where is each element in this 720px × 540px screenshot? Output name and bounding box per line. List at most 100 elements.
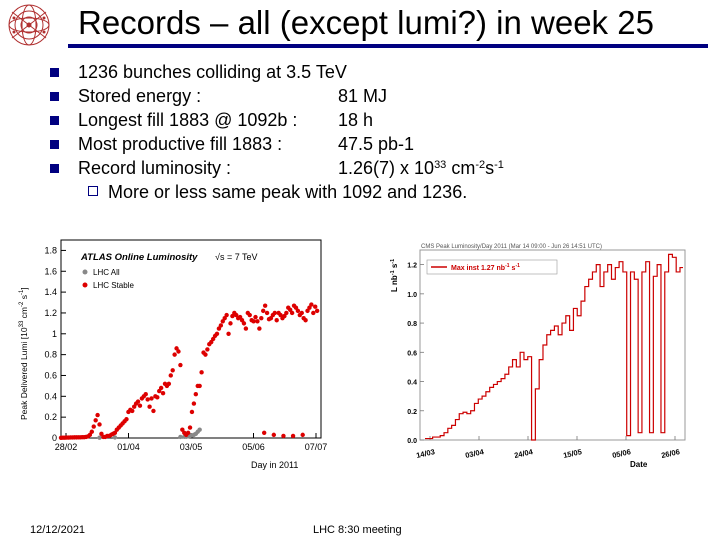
bullet-value: 18 h xyxy=(338,110,374,130)
data-point xyxy=(251,319,256,324)
data-point xyxy=(205,347,210,352)
square-bullet-icon xyxy=(50,140,59,149)
hollow-square-bullet-icon xyxy=(88,186,98,196)
y-tick-label: 1.2 xyxy=(407,263,417,270)
data-point xyxy=(130,408,135,414)
data-point xyxy=(271,432,277,438)
x-tick-label: 05/06 xyxy=(611,447,631,460)
data-point xyxy=(272,310,277,316)
x-tick-label: 03/05 xyxy=(180,442,203,452)
data-point xyxy=(124,417,129,422)
x-tick-label: 24/04 xyxy=(513,447,534,460)
y-axis-label-unit: s xyxy=(390,263,399,270)
bullet-value: 47.5 pb-1 xyxy=(338,134,415,154)
bullet-value: 81 MJ xyxy=(338,86,388,106)
bullet-text: Stored energy : xyxy=(78,86,202,106)
data-point xyxy=(112,435,118,440)
data-point xyxy=(178,362,183,368)
x-tick-label: 05/06 xyxy=(242,442,265,452)
legend-label-unit: s xyxy=(512,265,516,272)
data-point xyxy=(203,352,208,357)
square-bullet-icon xyxy=(50,164,59,173)
data-point xyxy=(91,424,96,429)
data-point xyxy=(214,331,220,336)
y-axis-label-unit2: s xyxy=(19,295,29,302)
record-value-unit2: s xyxy=(485,158,495,178)
data-point xyxy=(178,434,183,440)
cms-peak-lumi-chart: 0.0 0.2 0.4 0.6 0.8 1.0 1.2 14/03 03/04 24/04 15/… xyxy=(390,244,686,469)
data-point xyxy=(191,401,197,406)
title-underline xyxy=(68,44,708,48)
y-axis-label-exponent: 33 xyxy=(19,320,25,327)
y-axis-label-text: Peak Delivered Lumi [10 xyxy=(19,327,29,420)
data-point xyxy=(187,425,193,430)
data-point xyxy=(160,390,166,396)
data-point xyxy=(145,397,150,402)
sub-bullet-text: More or less same peak with 1092 and 123… xyxy=(108,182,468,202)
data-point xyxy=(172,352,177,357)
data-point xyxy=(158,385,164,391)
data-point xyxy=(311,310,316,316)
legend-marker-lhc-all xyxy=(82,269,88,275)
y-tick-label: 0.4 xyxy=(44,391,57,401)
x-axis-label: Date xyxy=(630,460,648,469)
bullet-text: Longest fill 1883 @ 1092b : xyxy=(78,110,298,130)
bullet-text: Most productive fill 1883 : xyxy=(78,134,283,154)
data-point xyxy=(95,412,100,418)
slide-title: Records – all (except lumi?) in week 25 xyxy=(78,4,654,41)
y-tick-label: 1.0 xyxy=(407,292,417,299)
x-tick-label: 03/04 xyxy=(464,447,485,460)
x-tick-label: 28/02 xyxy=(55,442,78,452)
data-point xyxy=(218,323,224,328)
data-point xyxy=(224,312,229,318)
legend-marker-lhc-stable xyxy=(82,282,88,288)
y-axis-label: L nb-1 s-1 xyxy=(390,259,399,292)
data-point xyxy=(197,383,202,389)
data-point xyxy=(274,318,279,323)
y-tick-label: 0.8 xyxy=(44,350,57,360)
y-tick-label: 1.2 xyxy=(44,308,57,318)
data-point xyxy=(170,368,175,373)
plot-frame xyxy=(60,239,322,439)
record-value-exponent: 33 xyxy=(434,159,447,171)
x-tick-label: 07/07 xyxy=(305,442,328,452)
data-point xyxy=(185,430,191,435)
data-point xyxy=(290,433,296,439)
data-point xyxy=(299,310,304,316)
data-point xyxy=(189,409,195,415)
data-point xyxy=(97,422,102,427)
y-tick-label: 0.8 xyxy=(407,321,417,328)
record-value-mantissa: 1.26(7) x 10 xyxy=(338,158,435,178)
data-point xyxy=(176,349,181,354)
data-point xyxy=(135,399,141,404)
data-point xyxy=(253,314,258,320)
y-tick-label: 0.6 xyxy=(407,350,417,357)
y-axis-label: Peak Delivered Lumi [1033 cm-2 s-1] xyxy=(19,287,29,420)
data-point xyxy=(147,404,152,409)
data-point xyxy=(300,432,305,438)
footer-meeting: LHC 8:30 meeting xyxy=(313,524,402,536)
legend-label-text: Max inst 1.27 nb xyxy=(451,265,505,272)
y-axis-label-text: L nb xyxy=(390,275,399,292)
data-point xyxy=(303,318,308,323)
cern-logo xyxy=(8,4,50,46)
bullet-text: 1236 bunches colliding at 3.5 TeV xyxy=(78,62,347,82)
legend-label-unit-exponent: -1 xyxy=(515,263,520,269)
data-point xyxy=(313,304,318,309)
record-value-unit2-exponent: -1 xyxy=(494,159,504,171)
data-point xyxy=(247,312,252,318)
data-point xyxy=(197,427,202,432)
y-tick-label: 0.2 xyxy=(407,409,417,416)
y-axis-label-unit: cm xyxy=(19,307,29,321)
y-tick-label: 0.2 xyxy=(44,412,57,422)
x-tick-label: 15/05 xyxy=(562,447,582,460)
y-tick-label: 1.4 xyxy=(44,287,57,297)
data-point xyxy=(241,321,247,326)
y-axis-label-exponent: -1 xyxy=(390,270,396,275)
data-point xyxy=(199,370,204,375)
series-line xyxy=(425,253,683,441)
square-bullet-icon xyxy=(50,92,59,101)
y-tick-label: 1.6 xyxy=(44,266,57,276)
data-point xyxy=(168,373,173,378)
y-tick-label: 0.4 xyxy=(407,380,417,387)
